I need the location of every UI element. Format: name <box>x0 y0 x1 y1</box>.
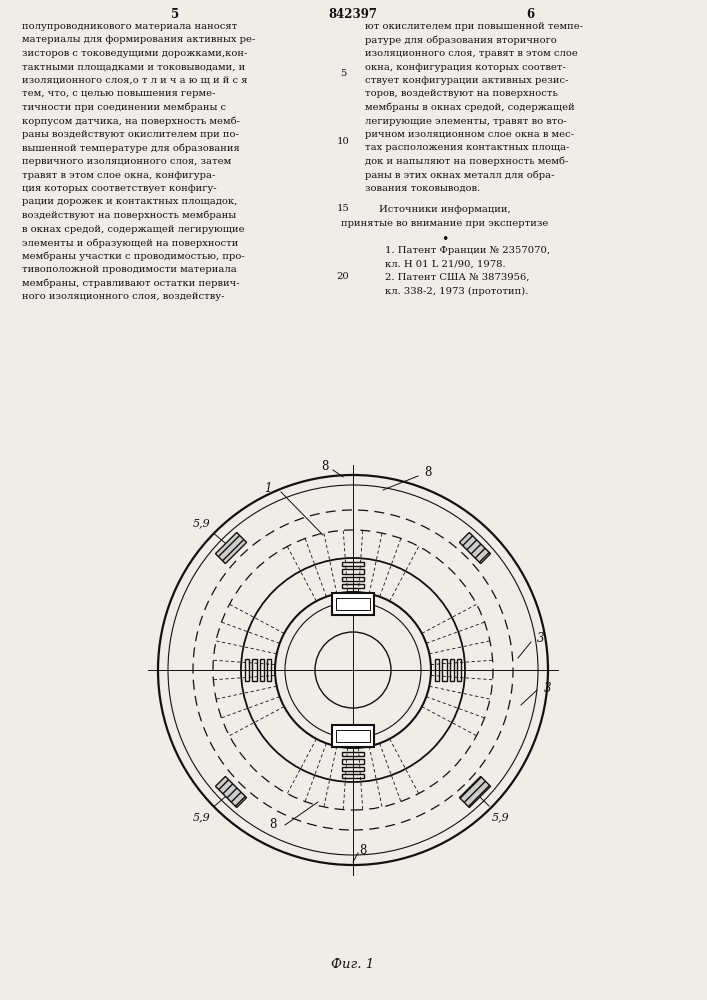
Text: мембраны в окнах средой, содержащей: мембраны в окнах средой, содержащей <box>365 103 575 112</box>
Polygon shape <box>336 730 370 742</box>
Polygon shape <box>336 598 370 610</box>
Text: 5,9: 5,9 <box>192 518 210 528</box>
Text: изоляционного слоя, травят в этом слое: изоляционного слоя, травят в этом слое <box>365 49 578 58</box>
Text: 10: 10 <box>337 137 349 146</box>
Text: 6: 6 <box>526 8 534 21</box>
Text: 20: 20 <box>337 272 349 281</box>
Text: кл. H 01 L 21/90, 1978.: кл. H 01 L 21/90, 1978. <box>385 259 506 268</box>
Text: 842397: 842397 <box>329 8 378 21</box>
Text: 3: 3 <box>537 632 545 645</box>
Text: 3: 3 <box>544 682 551 694</box>
Text: ют окислителем при повышенной темпе-: ют окислителем при повышенной темпе- <box>365 22 583 31</box>
Text: раны воздействуют окислителем при по-: раны воздействуют окислителем при по- <box>22 130 239 139</box>
Text: 8: 8 <box>321 460 329 474</box>
Text: ция которых соответствует конфигу-: ция которых соответствует конфигу- <box>22 184 216 193</box>
Text: 1: 1 <box>264 482 271 494</box>
Text: вышенной температуре для образования: вышенной температуре для образования <box>22 143 240 153</box>
Text: изоляционного слоя,о т л и ч а ю щ и й с я: изоляционного слоя,о т л и ч а ю щ и й с… <box>22 76 247 85</box>
Text: ствует конфигурации активных резис-: ствует конфигурации активных резис- <box>365 76 568 85</box>
Text: мембраны, стравливают остатки первич-: мембраны, стравливают остатки первич- <box>22 278 240 288</box>
Text: травят в этом слое окна, конфигура-: травят в этом слое окна, конфигура- <box>22 170 216 180</box>
Text: тичности при соединении мембраны с: тичности при соединении мембраны с <box>22 103 226 112</box>
Text: мембраны участки с проводимостью, про-: мембраны участки с проводимостью, про- <box>22 251 245 261</box>
Text: 5: 5 <box>171 8 179 21</box>
Text: в окнах средой, содержащей легирующие: в окнах средой, содержащей легирующие <box>22 225 245 233</box>
Polygon shape <box>332 725 374 747</box>
Text: •: • <box>441 232 449 245</box>
Polygon shape <box>216 532 247 564</box>
Text: полупроводникового материала наносят: полупроводникового материала наносят <box>22 22 238 31</box>
Polygon shape <box>216 776 247 808</box>
Polygon shape <box>332 593 374 615</box>
Text: первичного изоляционного слоя, затем: первичного изоляционного слоя, затем <box>22 157 231 166</box>
Text: рации дорожек и контактных площадок,: рации дорожек и контактных площадок, <box>22 198 238 207</box>
Text: окна, конфигурация которых соответ-: окна, конфигурация которых соответ- <box>365 62 566 72</box>
Text: корпусом датчика, на поверхность мемб-: корпусом датчика, на поверхность мемб- <box>22 116 240 126</box>
Polygon shape <box>460 532 491 564</box>
Text: тах расположения контактных площа-: тах расположения контактных площа- <box>365 143 569 152</box>
Text: воздействуют на поверхность мембраны: воздействуют на поверхность мембраны <box>22 211 236 221</box>
Text: раны в этих окнах металл для обра-: раны в этих окнах металл для обра- <box>365 170 554 180</box>
Text: материалы для формирования активных ре-: материалы для формирования активных ре- <box>22 35 255 44</box>
Text: ратуре для образования вторичного: ратуре для образования вторичного <box>365 35 556 45</box>
Text: 5: 5 <box>340 69 346 78</box>
Text: Источники информации,: Источники информации, <box>379 206 511 215</box>
Text: торов, воздействуют на поверхность: торов, воздействуют на поверхность <box>365 90 558 99</box>
Text: тивоположной проводимости материала: тивоположной проводимости материала <box>22 265 237 274</box>
Text: 2. Патент США № 3873956,: 2. Патент США № 3873956, <box>385 273 530 282</box>
Text: 15: 15 <box>337 204 349 213</box>
Text: 8: 8 <box>359 844 367 856</box>
Text: ричном изоляционном слое окна в мес-: ричном изоляционном слое окна в мес- <box>365 130 574 139</box>
Polygon shape <box>460 776 491 808</box>
Text: кл. 338-2, 1973 (прототип).: кл. 338-2, 1973 (прототип). <box>385 286 528 296</box>
Text: док и напыляют на поверхность мемб-: док и напыляют на поверхность мемб- <box>365 157 568 166</box>
Text: элементы и образующей на поверхности: элементы и образующей на поверхности <box>22 238 238 247</box>
Text: тем, что, с целью повышения герме-: тем, что, с целью повышения герме- <box>22 90 216 99</box>
Text: зования токовыводов.: зования токовыводов. <box>365 184 480 193</box>
Text: 8: 8 <box>269 818 276 832</box>
Text: принятые во внимание при экспертизе: принятые во внимание при экспертизе <box>341 219 549 228</box>
Text: ного изоляционного слоя, воздейству-: ного изоляционного слоя, воздейству- <box>22 292 225 301</box>
Text: Фиг. 1: Фиг. 1 <box>332 958 375 972</box>
Text: тактными площадками и токовыводами, и: тактными площадками и токовыводами, и <box>22 62 245 72</box>
Text: 5,9: 5,9 <box>491 812 509 822</box>
Text: легирующие элементы, травят во вто-: легирующие элементы, травят во вто- <box>365 116 567 125</box>
Text: 8: 8 <box>424 466 432 480</box>
Text: зисторов с токоведущими дорожками,кон-: зисторов с токоведущими дорожками,кон- <box>22 49 247 58</box>
Text: 5,9: 5,9 <box>192 812 210 822</box>
Text: 1. Патент Франции № 2357070,: 1. Патент Франции № 2357070, <box>385 246 550 255</box>
